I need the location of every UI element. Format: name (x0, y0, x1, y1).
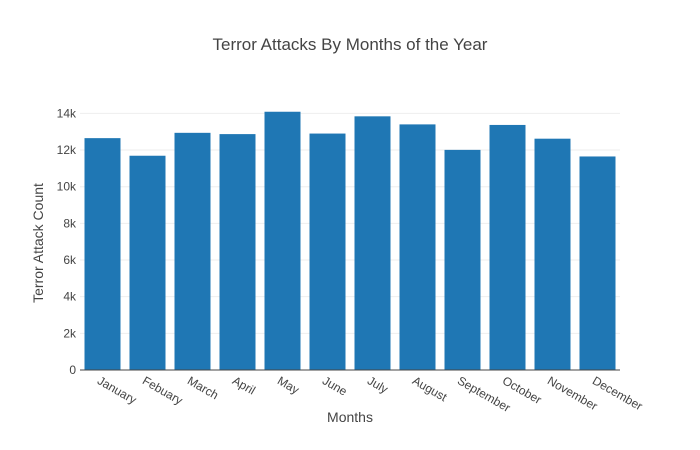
y-tick-label: 4k (63, 290, 77, 304)
y-tick-label: 14k (57, 106, 77, 120)
y-gridlines (80, 112, 620, 334)
bar (489, 124, 526, 371)
bar (219, 134, 256, 370)
bar (399, 124, 436, 371)
chart-title: Terror Attacks By Months of the Year (213, 35, 488, 54)
bar (264, 111, 301, 370)
y-tick-label: 12k (57, 143, 77, 157)
x-axis-title: Months (327, 409, 373, 425)
bar (579, 156, 616, 370)
bar (129, 155, 166, 370)
y-tick-label: 2k (63, 326, 77, 340)
y-tick-label: 6k (63, 253, 77, 267)
y-tick-label: 0 (69, 363, 76, 377)
bar-series (84, 111, 616, 371)
y-axis-ticks: 0 2k 4k 6k 8k 10k 12k 14k (57, 106, 77, 377)
bar (174, 132, 211, 370)
y-axis-title: Terror Attack Count (30, 183, 46, 303)
y-tick-label: 8k (63, 216, 77, 230)
y-tick-label: 10k (57, 180, 77, 194)
bar (309, 133, 346, 370)
bar (534, 138, 571, 370)
bar (444, 149, 481, 370)
bar (354, 116, 391, 370)
bar (84, 138, 121, 370)
